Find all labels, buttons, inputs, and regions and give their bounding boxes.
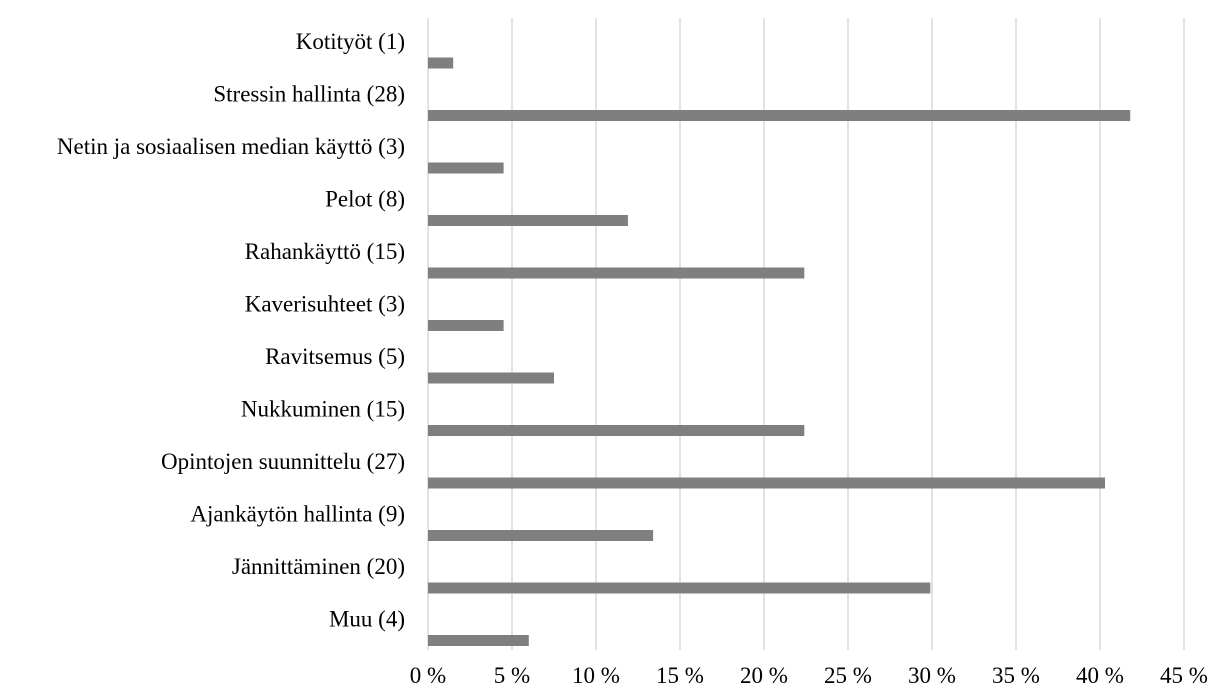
x-tick-label: 35 % [992,663,1040,688]
category-label: Stressin hallinta (28) [213,82,405,107]
category-label: Opintojen suunnittelu (27) [161,449,405,474]
bar [428,635,529,646]
category-label: Ravitsemus (5) [265,344,405,369]
bars [428,57,1131,646]
x-tick-label: 5 % [494,663,530,688]
bar [428,267,805,279]
category-label: Kotityöt (1) [296,29,405,54]
category-label: Pelot (8) [325,187,405,212]
x-axis-tick-labels: 0 % 5 % 10 % 15 % 20 % 25 % 30 % 35 % 40 % 45 % [410,663,1208,688]
x-tick-label: 30 % [908,663,956,688]
x-tick-label: 40 % [1076,663,1124,688]
bar [428,162,504,174]
x-tick-label: 20 % [740,663,788,688]
category-label: Kaverisuhteet (3) [245,292,405,317]
gridlines [427,18,1185,650]
bar [428,57,454,69]
bar [428,372,554,384]
bar [428,530,654,541]
x-tick-label: 45 % [1160,663,1208,688]
bar [428,477,1106,489]
category-label: Jännittäminen (20) [232,554,405,579]
category-labels: Kotityöt (1) Stressin hallinta (28) Netin … [57,29,405,632]
x-tick-label: 25 % [824,663,872,688]
category-label: Ajankäytön hallinta (9) [190,502,405,527]
x-tick-label: 15 % [656,663,704,688]
category-label: Nukkuminen (15) [241,397,405,422]
x-tick-label: 0 % [410,663,446,688]
category-label: Muu (4) [329,607,405,632]
category-label: Netin ja sosiaalisen median käyttö (3) [57,134,405,159]
bar [428,320,504,331]
bar [428,425,805,436]
category-label: Rahankäyttö (15) [245,239,405,264]
bar [428,582,931,594]
bar [428,215,628,226]
x-tick-label: 10 % [572,663,620,688]
bar [428,110,1131,121]
